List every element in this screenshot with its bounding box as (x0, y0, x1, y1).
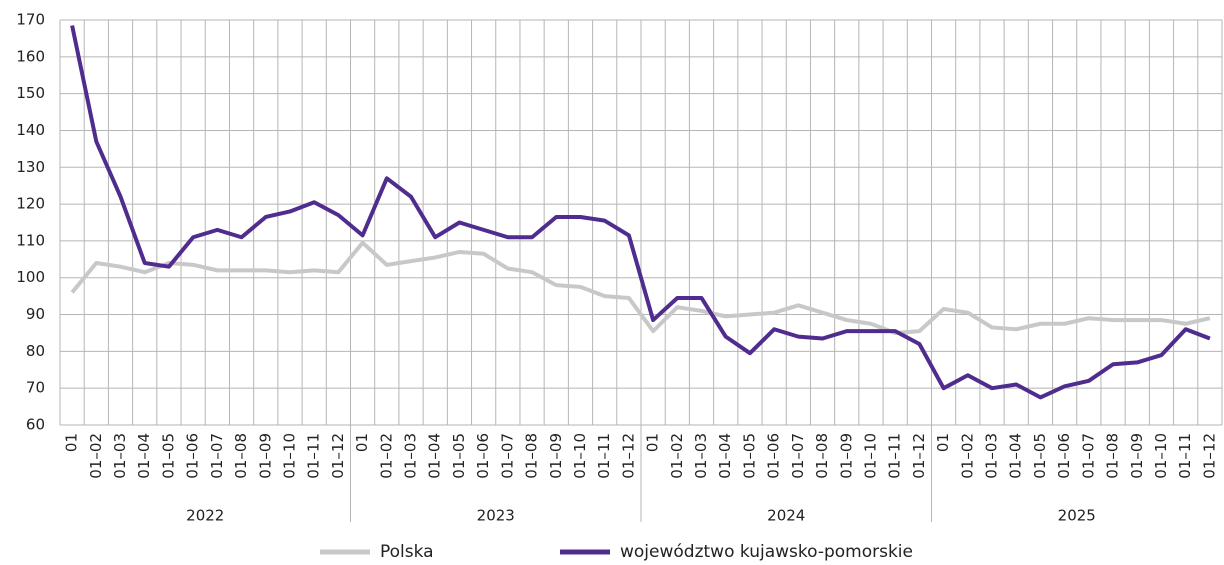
x-tick-label: 01–04 (1007, 433, 1025, 479)
y-tick-label: 150 (16, 84, 45, 102)
x-tick-label: 01–11 (305, 433, 323, 479)
x-tick-label: 01–06 (474, 433, 492, 479)
x-tick-label: 01–10 (1152, 433, 1170, 479)
x-tick-label: 01–02 (377, 433, 395, 479)
x-tick-label: 01–08 (232, 433, 250, 479)
x-tick-label: 01–03 (402, 433, 420, 479)
x-tick-label: 01–12 (1200, 433, 1218, 479)
x-tick-label: 01–08 (1104, 433, 1122, 479)
x-tick-label: 01–03 (692, 433, 710, 479)
y-tick-label: 160 (16, 47, 45, 65)
x-tick-label: 01–09 (256, 433, 274, 479)
x-tick-label: 01–02 (958, 433, 976, 479)
x-tick-label: 01–06 (1055, 433, 1073, 479)
x-tick-label: 01–08 (813, 433, 831, 479)
x-tick-label: 01–07 (208, 433, 226, 479)
y-tick-label: 140 (16, 121, 45, 139)
series-line (70, 240, 1211, 335)
x-tick-label: 01–12 (619, 433, 637, 479)
series-line (70, 25, 1211, 400)
x-tick-label: 01–11 (595, 433, 613, 479)
x-tick-label: 01–03 (111, 433, 129, 479)
x-tick-label: 01–02 (87, 433, 105, 479)
y-tick-label: 90 (26, 305, 45, 323)
x-group-label: 2023 (477, 507, 515, 525)
x-tick-label: 01–10 (571, 433, 589, 479)
x-tick-label: 01–09 (837, 433, 855, 479)
x-tick-label: 01–10 (280, 433, 298, 479)
x-tick-label: 01–04 (716, 433, 734, 479)
y-tick-label: 130 (16, 158, 45, 176)
x-tick-label: 01–06 (184, 433, 202, 479)
y-tick-label: 80 (26, 342, 45, 360)
x-tick-label: 01–02 (668, 433, 686, 479)
x-tick-label: 01–06 (765, 433, 783, 479)
y-tick-label: 110 (16, 231, 45, 249)
y-tick-label: 120 (16, 195, 45, 213)
x-tick-label: 01–05 (450, 433, 468, 479)
x-tick-label: 01 (934, 433, 952, 452)
x-tick-label: 01–05 (740, 433, 758, 479)
x-group-label: 2025 (1058, 507, 1096, 525)
y-tick-label: 60 (26, 416, 45, 434)
x-group-label: 2024 (767, 507, 805, 525)
legend-label: Polska (380, 542, 434, 562)
y-tick-label: 170 (16, 11, 45, 29)
x-tick-label: 01–04 (426, 433, 444, 479)
x-tick-label: 01–11 (1176, 433, 1194, 479)
x-tick-label: 01–04 (135, 433, 153, 479)
x-tick-label: 01–05 (159, 433, 177, 479)
x-tick-label: 01–08 (523, 433, 541, 479)
x-tick-label: 01–07 (498, 433, 516, 479)
x-tick-label: 01 (353, 433, 371, 452)
y-tick-label: 100 (16, 268, 45, 286)
x-tick-label: 01–05 (1031, 433, 1049, 479)
x-group-label: 2022 (186, 507, 224, 525)
x-tick-label: 01–07 (789, 433, 807, 479)
x-tick-label: 01–07 (1079, 433, 1097, 479)
x-tick-label: 01–03 (983, 433, 1001, 479)
x-tick-label: 01 (63, 433, 81, 452)
x-tick-label: 01–09 (547, 433, 565, 479)
x-tick-label: 01–12 (910, 433, 928, 479)
x-tick-label: 01 (644, 433, 662, 452)
x-tick-label: 01–12 (329, 433, 347, 479)
x-tick-label: 01–11 (886, 433, 904, 479)
x-tick-label: 01–09 (1128, 433, 1146, 479)
legend-label: województwo kujawsko-pomorskie (620, 542, 913, 562)
x-tick-label: 01–10 (861, 433, 879, 479)
y-tick-label: 70 (26, 379, 45, 397)
